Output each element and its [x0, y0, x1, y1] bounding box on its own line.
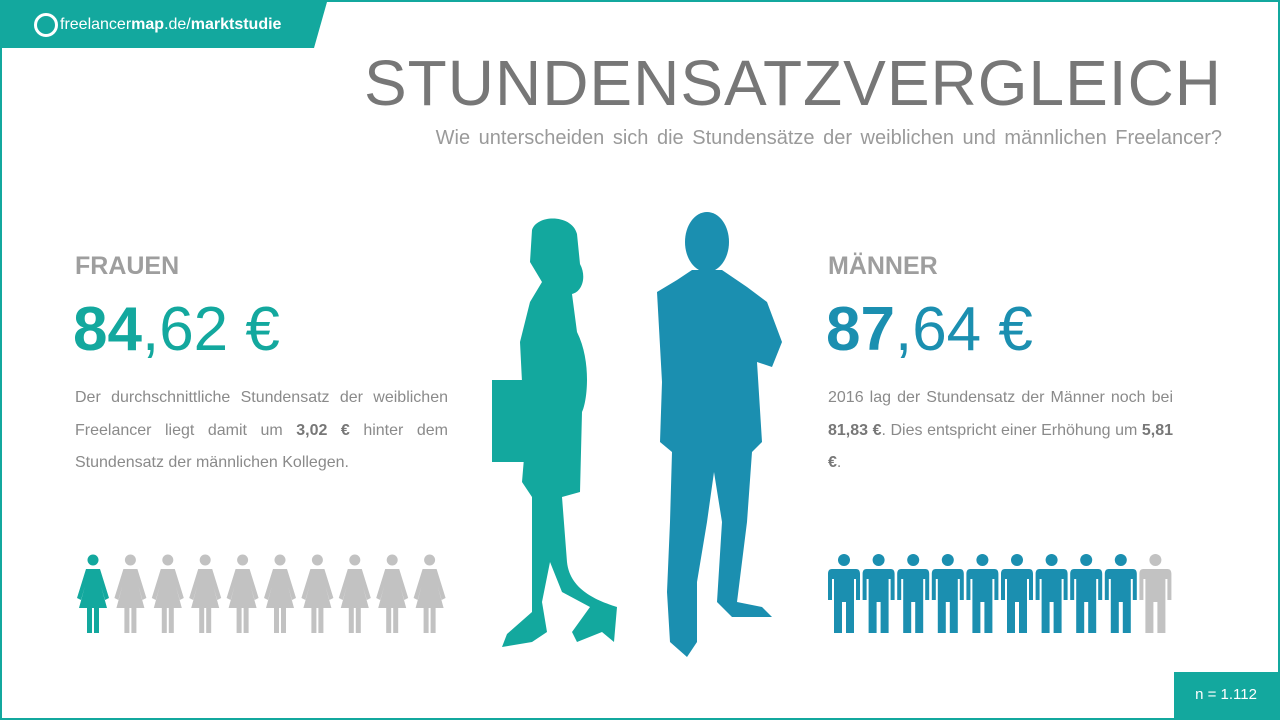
text-bold: 5,81 €	[828, 421, 1173, 472]
text: Der durchschnittliche Stundensatz der we…	[75, 389, 448, 439]
frauen-icon	[264, 554, 296, 633]
logo-banner	[2, 2, 327, 48]
maenner-icon	[1104, 554, 1137, 633]
value-rest: ,64 €	[894, 295, 1033, 364]
logo-brand: freelancer	[60, 16, 132, 33]
maenner-icon	[1001, 554, 1033, 633]
frauen-icon	[226, 554, 259, 633]
frauen-value: 84,62 €	[73, 294, 280, 365]
logo-section: marktstudie	[190, 16, 282, 33]
frauen-icon	[413, 554, 446, 633]
value-rest: ,62 €	[141, 295, 280, 364]
text: .	[836, 454, 842, 471]
text: hinter dem Stundensatz der männlichen Ko…	[75, 421, 448, 472]
text: 2016 lag der Stundensatz der Männer noch…	[828, 389, 1173, 406]
maenner-icon	[828, 554, 860, 633]
maenner-icon	[966, 554, 999, 633]
text-bold: 3,02 €	[296, 421, 350, 439]
frauen-icon	[151, 554, 184, 633]
frauen-icon	[376, 554, 409, 633]
text-bold: 81,83 €	[828, 421, 882, 439]
text: . Dies entspricht einer Erhöhung um	[881, 421, 1142, 439]
woman-silhouette	[492, 218, 617, 647]
title: STUNDENSATZVERGLEICH	[363, 47, 1222, 119]
frauen-icon	[301, 554, 334, 633]
maenner-icon	[931, 554, 964, 633]
man-silhouette	[657, 212, 782, 657]
subtitle: Wie unterscheiden sich die Stundensätze …	[435, 127, 1222, 149]
maenner-text: 2016 lag der Stundensatz der Männer noch…	[828, 382, 1173, 480]
frauen-icon	[114, 554, 147, 633]
value-bold: 84	[73, 295, 142, 364]
frauen-label: FRAUEN	[75, 252, 180, 280]
maenner-icon	[1070, 554, 1103, 633]
frauen-text: Der durchschnittliche Stundensatz der we…	[75, 382, 448, 480]
logo-mark	[34, 13, 58, 37]
maenner-icon	[1035, 554, 1068, 633]
sample-size: n = 1.112	[1174, 672, 1278, 718]
value-bold: 87	[826, 295, 895, 364]
frauen-icon	[338, 554, 371, 633]
frauen-icon	[77, 554, 109, 633]
pictograms	[77, 554, 1172, 633]
maenner-icon	[897, 554, 930, 633]
maenner-icon	[862, 554, 895, 633]
logo: freelancer map .de/marktstudie	[34, 10, 281, 40]
maenner-value: 87,64 €	[826, 294, 1033, 365]
logo-domain: .de/	[164, 16, 191, 33]
logo-brand-bold: map	[131, 16, 165, 33]
maenner-icon	[1139, 554, 1172, 633]
maenner-label: MÄNNER	[828, 252, 938, 280]
frauen-icon	[189, 554, 222, 633]
